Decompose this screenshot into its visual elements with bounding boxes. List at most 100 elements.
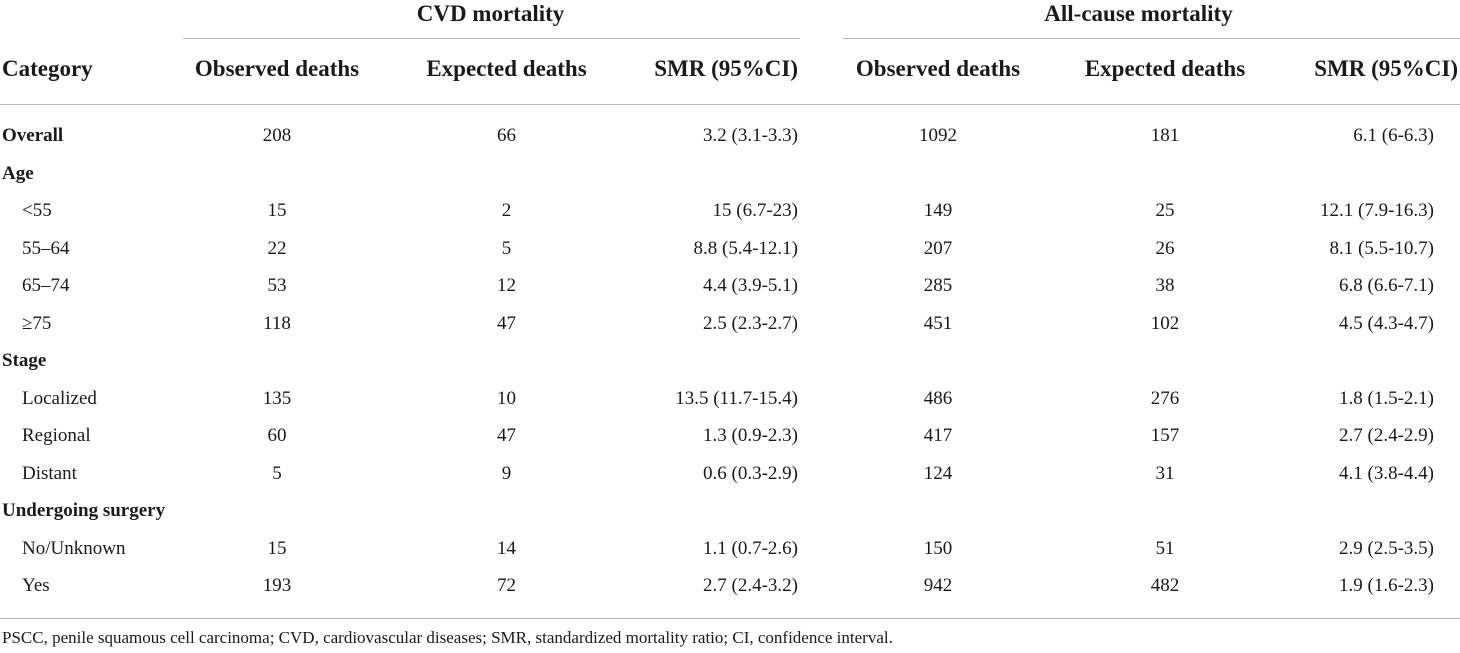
table-footnote: PSCC, penile squamous cell carcinoma; CV… <box>2 628 893 647</box>
cell-cvd-expected: 66 <box>497 125 516 146</box>
cell-all-smr: 6.8 (6.6-7.1) <box>1339 275 1434 296</box>
cell-all-smr: 2.9 (2.5-3.5) <box>1339 537 1434 559</box>
table-row: 65–74 53 12 4.4 (3.9-5.1) 285 38 6.8 (6.6-7.1) <box>0 267 1460 304</box>
cell-cvd-observed: 193 <box>262 575 292 596</box>
cell-category: ≥75 <box>22 312 52 334</box>
group-rule-allcause <box>843 38 1460 39</box>
table-row: Distant 5 9 0.6 (0.3-2.9) 124 31 4.1 (3.8-4.4) <box>0 455 1460 492</box>
table-row: Regional 60 47 1.3 (0.9-2.3) 417 157 2.7 (2.4-… <box>0 417 1460 454</box>
cell-cvd-observed: 118 <box>263 312 291 334</box>
table-row: Localized 135 10 13.5 (11.7-15.4) 486 276 1.8 … <box>0 380 1460 417</box>
cell-category: 65–74 <box>22 275 70 296</box>
cell-all-expected: 181 <box>1150 125 1180 146</box>
table-row: No/Unknown 15 14 1.1 (0.7-2.6) 150 51 2.9 (2.5… <box>0 530 1460 567</box>
section-row: Undergoing surgery <box>0 492 1460 529</box>
cell-category: <55 <box>22 200 52 221</box>
cell-all-observed: 451 <box>923 312 953 334</box>
section-row: Age <box>0 155 1460 192</box>
cell-cvd-expected: 47 <box>497 425 516 446</box>
cell-cvd-expected: 47 <box>497 312 516 334</box>
cell-all-expected: 157 <box>1150 425 1180 446</box>
cell-all-observed: 942 <box>923 575 953 596</box>
cell-all-observed: 150 <box>923 537 953 559</box>
cell-cvd-observed: 15 <box>267 537 287 559</box>
cell-all-observed: 207 <box>923 237 953 259</box>
cell-all-smr: 4.1 (3.8-4.4) <box>1339 462 1434 484</box>
cell-all-observed: 149 <box>923 200 953 221</box>
cell-cvd-smr: 1.1 (0.7-2.6) <box>703 537 798 559</box>
cell-cvd-observed: 22 <box>267 237 287 259</box>
cell-all-expected: 482 <box>1150 575 1180 596</box>
column-header-cvd-smr: SMR (95%CI) <box>654 56 798 81</box>
cell-category: Undergoing surgery <box>2 500 166 521</box>
column-header-all-observed: Observed deaths <box>855 56 1021 81</box>
cell-cvd-smr: 15 (6.7-23) <box>712 200 798 221</box>
cell-cvd-smr: 0.6 (0.3-2.9) <box>703 462 798 484</box>
table-row: 55–64 22 5 8.8 (5.4-12.1) 207 26 8.1 (5.5-10.7… <box>0 230 1460 267</box>
cell-cvd-smr: 2.5 (2.3-2.7) <box>703 312 798 334</box>
cell-cvd-smr: 8.8 (5.4-12.1) <box>693 237 798 259</box>
cell-cvd-expected: 72 <box>497 575 516 596</box>
cell-cvd-expected: 9 <box>501 462 512 484</box>
cell-cvd-expected: 14 <box>497 537 516 559</box>
column-header-all-smr: SMR (95%CI) <box>1314 56 1458 81</box>
group-header-allcause: All-cause mortality <box>1044 1 1233 26</box>
cell-all-observed: 486 <box>923 387 953 409</box>
cell-all-expected: 51 <box>1155 537 1175 559</box>
cell-cvd-expected: 12 <box>497 275 516 296</box>
cell-cvd-observed: 5 <box>272 462 282 484</box>
cell-cvd-smr: 4.4 (3.9-5.1) <box>703 275 798 296</box>
cell-all-expected: 38 <box>1155 275 1175 296</box>
column-header-cvd-expected: Expected deaths <box>426 56 587 81</box>
column-header-category: Category <box>2 56 93 81</box>
cell-all-smr: 2.7 (2.4-2.9) <box>1339 425 1434 446</box>
cell-category: No/Unknown <box>22 537 126 559</box>
cell-category: Overall <box>2 125 64 146</box>
bottom-rule <box>0 618 1460 619</box>
cell-cvd-smr: 2.7 (2.4-3.2) <box>703 575 798 596</box>
column-header-cvd-observed: Observed deaths <box>194 56 360 81</box>
cell-all-smr: 6.1 (6-6.3) <box>1353 125 1434 146</box>
header-rule <box>0 104 1460 105</box>
cell-category: Stage <box>2 350 47 371</box>
cell-cvd-observed: 60 <box>267 425 287 446</box>
group-rule-cvd <box>183 38 800 39</box>
cell-cvd-expected: 10 <box>497 387 516 409</box>
cell-cvd-expected: 5 <box>501 237 512 259</box>
table-row: <55 15 2 15 (6.7-23) 149 25 12.1 (7.9-16.3) <box>0 192 1460 229</box>
cell-all-smr: 12.1 (7.9-16.3) <box>1320 200 1434 221</box>
cell-all-observed: 1092 <box>919 125 957 146</box>
column-header-all-expected: Expected deaths <box>1084 56 1246 81</box>
table-row: ≥75 118 47 2.5 (2.3-2.7) 451 102 4.5 (4.3-4.7) <box>0 305 1460 342</box>
cell-all-observed: 417 <box>923 425 953 446</box>
cell-all-expected: 25 <box>1155 200 1175 221</box>
cell-category: Age <box>2 162 34 184</box>
section-row: Overall 208 66 3.2 (3.1-3.3) 1092 181 6.1 (6-6… <box>0 117 1460 154</box>
cell-cvd-smr: 1.3 (0.9-2.3) <box>703 425 798 446</box>
cell-category: 55–64 <box>22 237 70 259</box>
cell-category: Regional <box>22 425 91 446</box>
cell-cvd-smr: 13.5 (11.7-15.4) <box>675 387 798 409</box>
table-row: Yes 193 72 2.7 (2.4-3.2) 942 482 1.9 (1.6-2.3) <box>0 567 1460 604</box>
cell-cvd-expected: 2 <box>501 200 512 221</box>
cell-cvd-observed: 53 <box>267 275 287 296</box>
cell-all-expected: 276 <box>1150 387 1180 409</box>
group-header-cvd: CVD mortality <box>416 1 565 26</box>
section-row: Stage <box>0 342 1460 379</box>
cell-all-smr: 4.5 (4.3-4.7) <box>1339 312 1434 334</box>
cell-category: Distant <box>22 462 77 484</box>
cell-category: Localized <box>22 387 97 409</box>
cell-all-expected: 31 <box>1155 462 1175 484</box>
cell-all-smr: 1.9 (1.6-2.3) <box>1339 575 1434 596</box>
cell-all-expected: 26 <box>1155 237 1175 259</box>
cell-cvd-observed: 15 <box>267 200 287 221</box>
cell-cvd-smr: 3.2 (3.1-3.3) <box>703 125 798 146</box>
cell-all-smr: 8.1 (5.5-10.7) <box>1329 237 1434 259</box>
cell-cvd-observed: 135 <box>262 387 292 409</box>
cell-category: Yes <box>22 575 50 596</box>
cell-all-observed: 124 <box>923 462 953 484</box>
cell-cvd-observed: 208 <box>262 125 292 146</box>
cell-all-observed: 285 <box>923 275 953 296</box>
cell-all-expected: 102 <box>1150 312 1180 334</box>
cell-all-smr: 1.8 (1.5-2.1) <box>1339 387 1434 409</box>
